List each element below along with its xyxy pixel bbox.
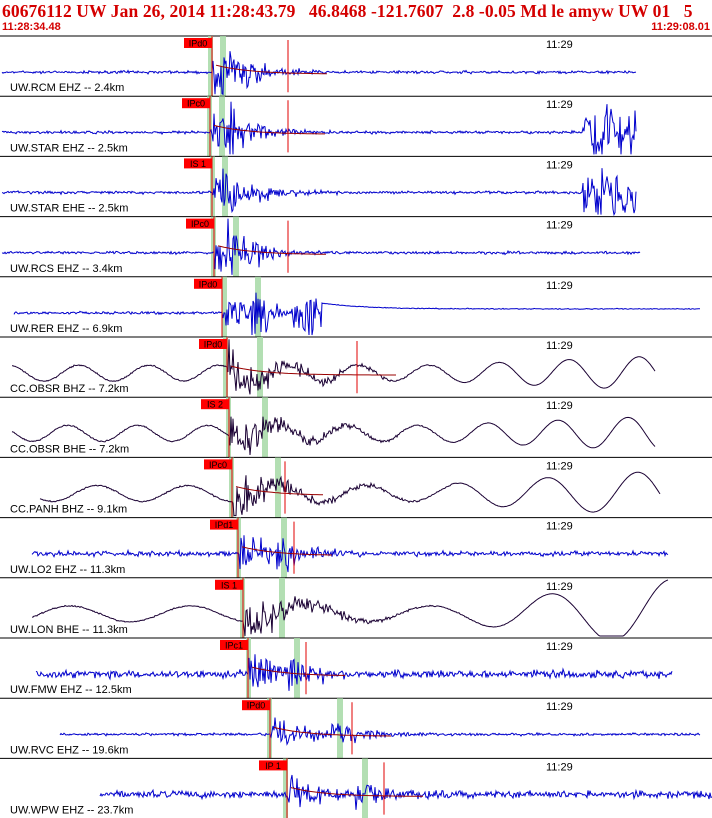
time-tick-label: 11:29 — [546, 761, 573, 773]
s-phase-window — [219, 96, 225, 157]
p-phase-window — [223, 337, 228, 398]
waveform-trace — [1, 101, 637, 155]
s-phase-window — [220, 36, 226, 97]
pick-label: IPd0 — [189, 39, 208, 49]
s-phase-window — [233, 216, 239, 277]
waveform-trace — [1, 168, 637, 217]
pick-label: IPd1 — [215, 520, 234, 530]
s-phase-window — [362, 758, 368, 818]
waveform-trace — [11, 416, 656, 456]
pick-label: IS 1 — [190, 159, 206, 169]
pick-box — [210, 519, 238, 530]
event-header-title: 60676112 UW Jan 26, 2014 11:28:43.79 46.… — [2, 1, 693, 21]
time-tick-label: 11:29 — [546, 39, 573, 51]
time-tick-label: 11:29 — [546, 280, 573, 292]
pick-box — [184, 158, 212, 169]
channel-label: UW.RCS EHZ -- 3.4km — [10, 263, 122, 275]
time-tick-label: 11:29 — [546, 400, 573, 412]
coda-decay-curve — [213, 124, 325, 135]
pick-label: IPc0 — [191, 219, 209, 229]
pick-box — [184, 38, 212, 48]
coda-decay-curve — [290, 787, 423, 797]
s-phase-window — [275, 457, 281, 518]
pick-label: IPd0 — [204, 340, 223, 350]
channel-label: UW.WPW EHZ -- 23.7km — [10, 805, 133, 817]
time-tick-label: 11:29 — [546, 701, 573, 713]
pick-box — [199, 339, 227, 349]
pick-box — [182, 98, 210, 109]
time-tick-label: 11:29 — [546, 641, 573, 653]
coda-decay-curve — [217, 245, 326, 255]
pick-label: IS 2 — [207, 400, 223, 410]
channel-label: UW.STAR EHZ -- 2.5km — [10, 142, 128, 154]
pick-box — [194, 278, 222, 289]
coda-decay-curve — [241, 546, 332, 556]
time-tick-label: 11:29 — [546, 99, 573, 111]
pick-label: IPc1 — [225, 641, 243, 651]
time-tick-label: 11:29 — [546, 220, 573, 232]
pick-box — [259, 760, 287, 771]
p-phase-window — [283, 758, 288, 818]
coda-decay-curve — [273, 726, 391, 737]
time-tick-label: 11:29 — [546, 460, 573, 472]
channel-label: CC.PANH BHZ -- 9.1km — [10, 504, 127, 516]
waveform-trace — [1, 51, 637, 96]
time-tick-label: 11:29 — [546, 581, 573, 593]
pick-box — [201, 399, 229, 410]
coda-decay-curve — [215, 64, 327, 75]
waveform-trace — [99, 774, 712, 810]
pick-label: IPd0 — [199, 279, 218, 289]
pick-box — [204, 459, 232, 470]
s-phase-window — [294, 638, 300, 699]
waveform-trace — [12, 339, 656, 395]
channel-label: UW.RVC EHZ -- 19.6km — [10, 744, 128, 756]
waveform-trace — [13, 292, 701, 336]
waveform-trace — [59, 717, 701, 746]
time-tick-label: 11:29 — [546, 521, 573, 533]
s-phase-window — [257, 337, 263, 398]
pick-box — [220, 640, 248, 650]
coda-decay-curve — [235, 486, 324, 496]
p-phase-window — [222, 276, 227, 337]
channel-label: UW.LO2 EHZ -- 11.3km — [10, 564, 125, 576]
channel-label: UW.STAR EHE -- 2.5km — [10, 203, 128, 215]
channel-label: UW.RCM EHZ -- 2.4km — [10, 82, 124, 94]
pick-box — [215, 579, 243, 590]
channel-label: CC.OBSR BHZ -- 7.2km — [10, 383, 129, 395]
waveform-trace — [39, 471, 661, 517]
time-tick-label: 11:29 — [546, 159, 573, 171]
s-phase-window — [222, 156, 228, 217]
time-tick-label: 11:29 — [546, 340, 573, 352]
pick-box — [186, 218, 214, 229]
channel-label: UW.LON BHE -- 11.3km — [10, 624, 128, 636]
pick-label: IPc0 — [187, 99, 205, 109]
pick-label: IS 1 — [221, 580, 237, 590]
start-time-label: 11:28:34.48 — [2, 21, 61, 33]
pick-label: IP 1 — [265, 761, 281, 771]
channel-label: UW.FMW EHZ -- 12.5km — [10, 684, 132, 696]
channel-label: UW.RER EHZ -- 6.9km — [10, 323, 122, 335]
coda-decay-curve — [251, 666, 346, 676]
waveform-trace — [32, 579, 669, 637]
end-time-label: 11:29:08.01 — [651, 21, 710, 33]
waveform-trace — [31, 535, 669, 573]
waveform-trace — [35, 654, 673, 691]
coda-decay-curve — [230, 365, 396, 376]
pick-label: IPd0 — [247, 701, 266, 711]
pick-box — [242, 700, 270, 711]
channel-label: CC.OBSR BHE -- 7.2km — [10, 443, 129, 455]
p-phase-window — [208, 36, 213, 97]
pick-label: IPc0 — [209, 460, 227, 470]
